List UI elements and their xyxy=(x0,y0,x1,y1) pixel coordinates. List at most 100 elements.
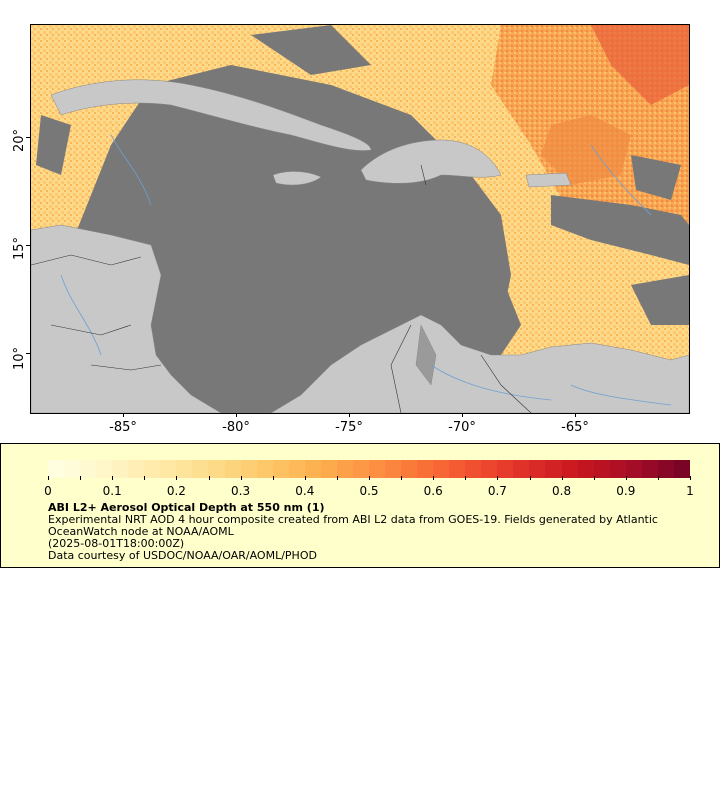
colorbar-segment xyxy=(256,460,273,478)
colorbar-tick-label: 0.2 xyxy=(166,484,186,498)
x-axis-label-75: -75° xyxy=(335,420,363,435)
colorbar-segment xyxy=(529,460,546,478)
colorbar-segment xyxy=(609,460,626,478)
colorbar-segment xyxy=(240,460,257,478)
colorbar-segment xyxy=(288,460,305,478)
aod-map xyxy=(30,24,690,414)
colorbar-segment xyxy=(48,460,65,478)
colorbar-minor-tick xyxy=(80,476,82,480)
colorbar-tick-label: 0.4 xyxy=(295,484,315,498)
colorbar-segment xyxy=(497,460,514,478)
colorbar-minor-tick xyxy=(497,476,499,480)
x-tick xyxy=(462,413,463,417)
colorbar-minor-tick xyxy=(144,476,146,480)
colorbar-tick-label: 0.6 xyxy=(423,484,443,498)
colorbar-segment xyxy=(368,460,385,478)
colorbar-segment xyxy=(304,460,321,478)
aod-data-layer xyxy=(31,25,689,413)
colorbar-tick-label: 0.5 xyxy=(359,484,379,498)
legend-description: Experimental NRT AOD 4 hour composite cr… xyxy=(48,513,658,538)
y-axis-label-10: 10° xyxy=(12,346,27,370)
rivers xyxy=(60,134,672,406)
colorbar-segment xyxy=(577,460,594,478)
colorbar-segment xyxy=(625,460,642,478)
land-masses xyxy=(31,79,689,413)
colorbar-minor-tick xyxy=(48,476,49,480)
colorbar-minor-tick xyxy=(272,476,274,480)
colorbar-segment xyxy=(144,460,161,478)
x-axis-label-85: -85° xyxy=(109,420,137,435)
x-tick xyxy=(575,413,576,417)
y-axis-label-20: 20° xyxy=(12,128,27,152)
colorbar-segment xyxy=(481,460,498,478)
colorbar-minor-tick xyxy=(176,476,178,480)
colorbar-tick-label: 1 xyxy=(686,484,694,498)
y-axis-label-15: 15° xyxy=(12,236,27,260)
colorbar-segment xyxy=(128,460,145,478)
colorbar-tick-label: 0 xyxy=(44,484,52,498)
colorbar-segment xyxy=(64,460,81,478)
colorbar-segment xyxy=(465,460,482,478)
y-tick xyxy=(26,245,30,246)
colorbar-segment xyxy=(449,460,466,478)
map-canvas xyxy=(31,25,689,413)
colorbar-minor-tick xyxy=(240,476,242,480)
legend-timestamp: (2025-08-01T18:00:00Z) xyxy=(48,537,185,550)
x-axis-label-70: -70° xyxy=(448,420,476,435)
colorbar-minor-tick xyxy=(593,476,595,480)
colorbar-segment xyxy=(417,460,434,478)
colorbar-segment xyxy=(513,460,530,478)
colorbar-segment xyxy=(192,460,209,478)
colorbar-tick-label: 0.8 xyxy=(552,484,572,498)
colorbar-minor-tick xyxy=(433,476,435,480)
colorbar-segment xyxy=(224,460,241,478)
colorbar-tick-label: 0.9 xyxy=(616,484,636,498)
colorbar-minor-tick xyxy=(625,476,627,480)
colorbar-minor-tick xyxy=(304,476,306,480)
x-tick xyxy=(236,413,237,417)
colorbar-segment xyxy=(433,460,450,478)
country-borders xyxy=(31,164,532,413)
colorbar-segment xyxy=(336,460,353,478)
colorbar-segment xyxy=(80,460,97,478)
colorbar-segment xyxy=(272,460,289,478)
y-tick xyxy=(26,137,30,138)
colorbar-tick-label: 0.7 xyxy=(487,484,507,498)
colorbar-segment xyxy=(641,460,658,478)
colorbar-segment xyxy=(593,460,610,478)
colorbar-minor-tick xyxy=(561,476,563,480)
colorbar-segment xyxy=(96,460,113,478)
colorbar-segment xyxy=(352,460,369,478)
colorbar-minor-tick xyxy=(112,476,114,480)
colorbar-segment xyxy=(176,460,193,478)
x-axis-label-65: -65° xyxy=(561,420,589,435)
legend-panel: ABI L2+ Aerosol Optical Depth at 550 nm … xyxy=(0,443,720,568)
legend-text: ABI L2+ Aerosol Optical Depth at 550 nm … xyxy=(48,502,698,562)
legend-title: ABI L2+ Aerosol Optical Depth at 550 nm … xyxy=(48,501,325,514)
colorbar xyxy=(48,460,690,478)
colorbar-minor-tick xyxy=(369,476,370,480)
colorbar-segment xyxy=(384,460,402,478)
colorbar-minor-tick xyxy=(529,476,531,480)
colorbar-segment xyxy=(545,460,562,478)
colorbar-minor-tick xyxy=(690,476,691,480)
colorbar-segment xyxy=(160,460,177,478)
colorbar-segment xyxy=(657,460,674,478)
colorbar-segment xyxy=(320,460,337,478)
colorbar-segment xyxy=(208,460,225,478)
colorbar-minor-tick xyxy=(401,476,403,480)
colorbar-tick-label: 0.3 xyxy=(231,484,251,498)
colorbar-minor-tick xyxy=(336,476,338,480)
colorbar-segment xyxy=(401,460,418,478)
y-tick xyxy=(26,353,30,354)
colorbar-tick-label: 0.1 xyxy=(102,484,122,498)
colorbar-minor-tick xyxy=(208,476,210,480)
colorbar-minor-tick xyxy=(657,476,659,480)
colorbar-segment xyxy=(112,460,129,478)
x-axis-label-80: -80° xyxy=(222,420,250,435)
colorbar-segment xyxy=(673,460,690,478)
x-tick xyxy=(349,413,350,417)
colorbar-minor-tick xyxy=(465,476,467,480)
legend-credit: Data courtesy of USDOC/NOAA/OAR/AOML/PHO… xyxy=(48,549,317,562)
x-tick xyxy=(123,413,124,417)
